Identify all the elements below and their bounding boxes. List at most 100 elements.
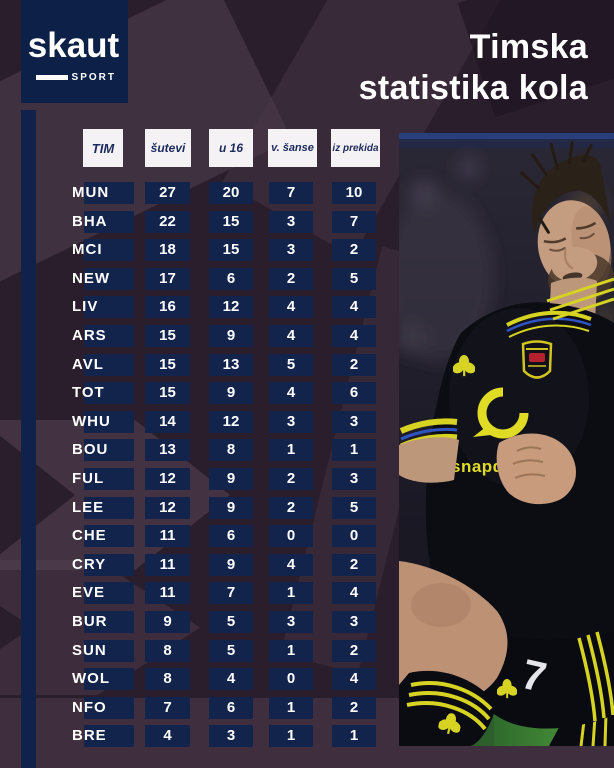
stat-value: 9 [209, 553, 253, 576]
stat-value: 7 [209, 582, 253, 605]
sock [399, 670, 497, 746]
team-cell: NEW [72, 267, 134, 290]
shoulder-stripes [546, 277, 614, 321]
team-box [84, 439, 134, 462]
team-code: BHA [72, 212, 108, 230]
team-code: NFO [72, 698, 107, 716]
team-box [84, 267, 134, 290]
stat-value: 2 [332, 639, 376, 662]
stat-value: 12 [209, 410, 253, 433]
stat-value: 9 [145, 610, 190, 633]
stat-value: 10 [332, 182, 376, 204]
stat-value: 2 [269, 467, 313, 490]
stat-value: 13 [145, 439, 190, 462]
col-header-iz-prekida: iz prekida [331, 129, 380, 167]
team-cell: CRY [72, 553, 134, 576]
stat-value: 15 [145, 353, 190, 376]
stat-value: 3 [269, 239, 313, 262]
table-row: NFO 7 6 1 2 [0, 696, 400, 726]
team-box [84, 324, 134, 347]
table-row: LIV 16 12 4 4 [0, 296, 400, 325]
team-box [84, 725, 134, 748]
team-box [84, 668, 134, 691]
logo-brand-text: skaut [27, 26, 120, 65]
team-cell: TOT [72, 382, 134, 405]
table-row: LEE 12 9 2 5 [0, 496, 400, 526]
stat-value: 0 [269, 668, 313, 691]
team-code: BUR [72, 612, 108, 630]
stat-value: 27 [145, 182, 190, 204]
logo-subrow: SPORT [36, 72, 116, 83]
team-code: ARS [72, 326, 107, 344]
stat-value: 1 [332, 725, 376, 748]
team-cell: BHA [72, 210, 134, 233]
stat-value: 2 [332, 239, 376, 262]
player-hand [496, 433, 576, 505]
player-photo: snapdro [399, 133, 614, 746]
player-head [520, 141, 614, 304]
team-box [84, 210, 134, 233]
stat-value: 2 [332, 553, 376, 576]
title-line-2: statistika kola [358, 69, 588, 107]
team-cell: BRE [72, 725, 134, 748]
team-box [84, 553, 134, 576]
table-row: CHE 11 6 0 0 [0, 525, 400, 554]
title-line-1: Timska [469, 28, 588, 66]
table-row: FUL 12 9 2 3 [0, 467, 400, 497]
stat-value: 6 [332, 382, 376, 405]
stat-value: 18 [145, 239, 190, 262]
table-row: MCI 18 15 3 2 [0, 239, 400, 268]
table-row: TOT 15 9 4 6 [0, 382, 400, 411]
team-cell: ARS [72, 324, 134, 347]
team-code: CRY [72, 555, 107, 573]
stat-value: 12 [145, 496, 190, 519]
team-cell: FUL [72, 467, 134, 490]
stat-value: 8 [145, 668, 190, 691]
team-cell: CHE [72, 525, 134, 548]
stat-value: 9 [209, 496, 253, 519]
stat-value: 8 [145, 639, 190, 662]
team-code: SUN [72, 641, 107, 659]
team-box [84, 610, 134, 633]
player-near-leg [399, 561, 508, 746]
player-illustration: snapdro [399, 133, 614, 746]
nose [564, 248, 574, 270]
stat-value: 4 [332, 582, 376, 605]
stat-value: 2 [269, 267, 313, 290]
team-cell: LEE [72, 496, 134, 519]
stat-value: 15 [209, 239, 253, 262]
page-title: Timska statistika kola [359, 27, 588, 109]
team-cell: BUR [72, 610, 134, 633]
col-header-tim: TIM [83, 129, 123, 167]
stat-value: 4 [209, 668, 253, 691]
table-row: AVL 15 13 5 2 [0, 353, 400, 383]
team-code: MUN [72, 184, 110, 201]
table-row: WOL 8 4 0 4 [0, 668, 400, 697]
stat-value: 5 [332, 267, 376, 290]
stat-value: 4 [269, 296, 313, 319]
team-code: BOU [72, 441, 109, 459]
stat-value: 14 [145, 410, 190, 433]
skaut-sport-logo: skaut SPORT [21, 0, 128, 103]
stat-value: 12 [145, 467, 190, 490]
stat-value: 15 [145, 324, 190, 347]
stat-value: 5 [209, 639, 253, 662]
team-code: TOT [72, 384, 105, 402]
stat-value: 4 [269, 382, 313, 405]
stat-value: 13 [209, 353, 253, 376]
left-accent-bar [21, 110, 36, 768]
stat-value: 20 [209, 182, 253, 204]
stat-value: 0 [269, 525, 313, 548]
stat-value: 1 [269, 696, 313, 719]
team-cell: MUN [72, 182, 134, 204]
team-cell: WHU [72, 410, 134, 433]
stat-value: 9 [209, 382, 253, 405]
table-row: BRE 4 3 1 1 [0, 725, 400, 754]
team-code: MCI [72, 241, 103, 259]
team-box [84, 296, 134, 319]
stat-value: 2 [332, 696, 376, 719]
stat-value: 9 [209, 324, 253, 347]
stat-value: 2 [332, 353, 376, 376]
team-box [84, 467, 134, 490]
